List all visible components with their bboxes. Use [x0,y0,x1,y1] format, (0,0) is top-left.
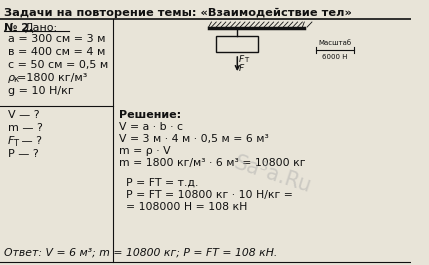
Text: с = 50 см = 0,5 м: с = 50 см = 0,5 м [8,60,108,70]
Text: V — ?: V — ? [8,110,39,120]
Text: в = 400 см = 4 м: в = 400 см = 4 м [8,47,105,57]
Text: g = 10 Н/кг: g = 10 Н/кг [8,86,73,96]
Text: m — ?: m — ? [8,123,42,133]
Text: 6000 Н: 6000 Н [322,54,347,60]
Text: V = 3 м · 4 м · 0,5 м = 6 м³: V = 3 м · 4 м · 0,5 м = 6 м³ [119,134,269,144]
Text: Sa³a.Ru: Sa³a.Ru [232,153,314,197]
Text: F: F [239,55,245,64]
Text: Масштаб: Масштаб [318,40,351,46]
Text: = 108000 Н = 108 кН: = 108000 Н = 108 кН [126,202,248,212]
Text: Т: Т [13,139,18,148]
Text: V = a · b · c: V = a · b · c [119,122,183,132]
Text: к: к [13,75,18,84]
Text: P — ?: P — ? [8,149,39,159]
Text: P = FТ = 10800 кг · 10 Н/кг =: P = FТ = 10800 кг · 10 Н/кг = [126,190,293,200]
Text: а = 300 см = 3 м: а = 300 см = 3 м [8,34,105,44]
Text: =1800 кг/м³: =1800 кг/м³ [17,73,88,83]
Text: — ?: — ? [18,136,42,146]
Text: Дано:: Дано: [25,23,58,33]
Text: Задачи на повторение темы: «Взаимодействие тел»: Задачи на повторение темы: «Взаимодейств… [4,8,352,18]
Text: m = ρ · V: m = ρ · V [119,146,170,156]
Text: m = 1800 кг/м³ · 6 м³ = 10800 кг: m = 1800 кг/м³ · 6 м³ = 10800 кг [119,158,305,168]
Text: P = FТ = т.д.: P = FТ = т.д. [126,178,199,188]
Text: Решение:: Решение: [119,110,181,120]
Bar [216,36,258,52]
Text: Ответ: V = 6 м³; m = 10800 кг; P = FТ = 108 кН.: Ответ: V = 6 м³; m = 10800 кг; P = FТ = … [4,248,277,258]
Text: F: F [239,64,245,73]
Text: F: F [8,136,14,146]
Text: № 2.: № 2. [4,23,33,33]
Text: ρ: ρ [8,73,15,83]
Text: Т: Т [244,58,248,64]
